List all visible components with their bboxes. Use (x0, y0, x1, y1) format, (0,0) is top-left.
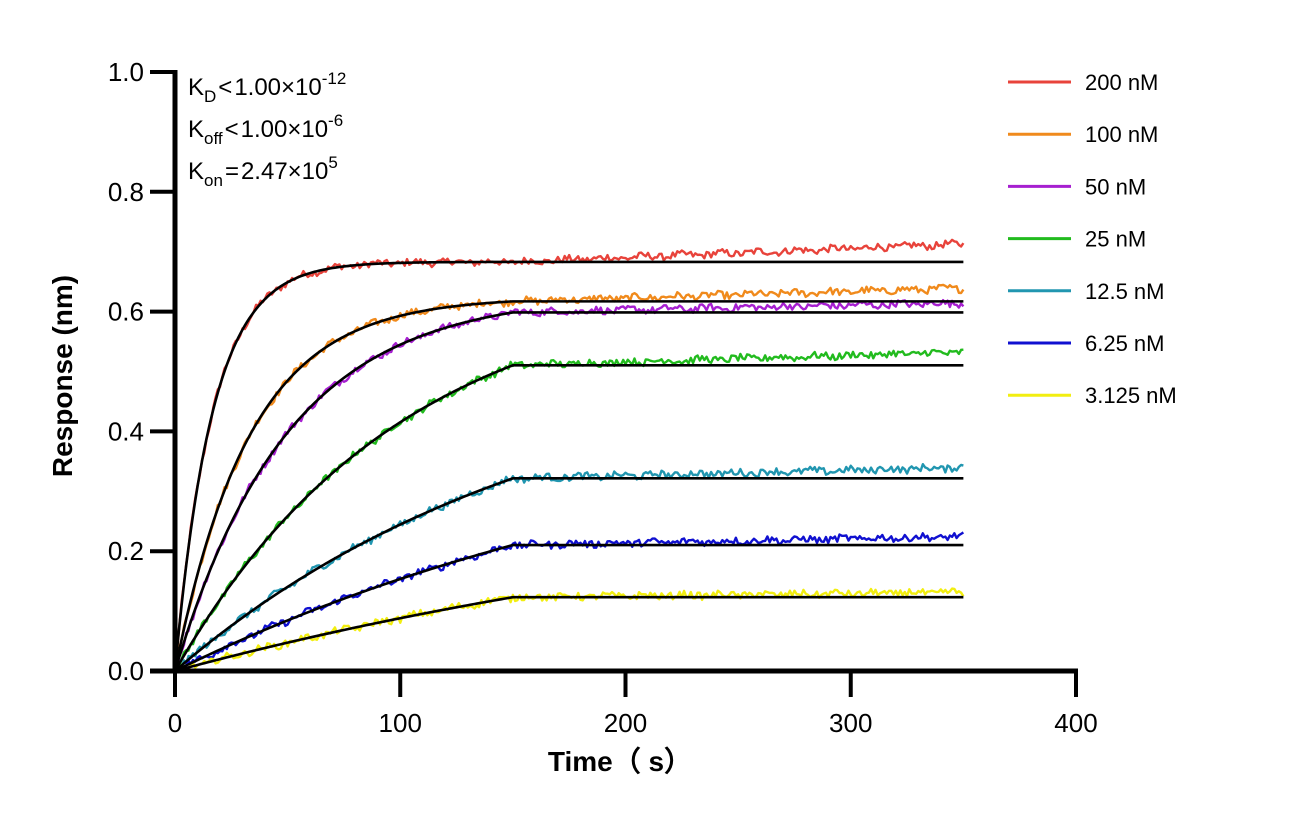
plot-area (173, 238, 965, 673)
fit-curve (174, 477, 964, 672)
legend-label: 200 nM (1085, 70, 1158, 95)
fit-curve (173, 300, 964, 672)
legend-label: 12.5 nM (1085, 279, 1165, 304)
y-tick-label: 0.2 (108, 536, 144, 566)
series-line (174, 587, 965, 672)
fit-curve (173, 311, 964, 672)
x-tick-label: 200 (604, 708, 647, 738)
series-line (174, 463, 964, 673)
x-tick-label: 300 (829, 708, 872, 738)
fit-curve (173, 260, 964, 672)
legend-label: 6.25 nM (1085, 331, 1165, 356)
legend-label: 50 nM (1085, 174, 1146, 199)
series-line (174, 531, 965, 673)
fit-curve (174, 595, 964, 673)
y-tick-label: 0.6 (108, 297, 144, 327)
legend-label: 25 nM (1085, 227, 1146, 252)
x-tick-label: 400 (1054, 708, 1097, 738)
x-axis-title: Time（ s） (548, 745, 692, 777)
legend-label: 100 nM (1085, 122, 1158, 147)
x-tick-label: 100 (379, 708, 422, 738)
x-ticks: 0 100 200 300 400 (168, 671, 1098, 738)
kinetic-constant: Koff<1.00×10-6 (188, 111, 343, 148)
kinetic-constant: KD<1.00×10-12 (188, 69, 346, 106)
legend: 200 nM 100 nM 50 nM 25 nM 12.5 nM 6.25 nM 3.12… (1008, 70, 1177, 408)
kinetic-constant: Kon=2.47×105 (188, 153, 338, 190)
y-axis-title: Response (nm) (47, 275, 78, 477)
series-line (173, 238, 965, 672)
fit-curve (173, 363, 964, 672)
y-tick-label: 0.8 (108, 177, 144, 207)
x-tick-label: 0 (168, 708, 182, 738)
y-tick-label: 0.0 (108, 656, 144, 686)
y-tick-label: 0.4 (108, 416, 144, 446)
fit-curve (174, 543, 964, 673)
y-tick-label: 1.0 (108, 57, 144, 87)
legend-label: 3.125 nM (1085, 383, 1177, 408)
axes (150, 70, 1078, 674)
kinetic-constants: KD<1.00×10-12 Koff<1.00×10-6 Kon=2.47×105 (188, 69, 346, 190)
y-ticks: 0.0 0.2 0.4 0.6 0.8 1.0 (108, 57, 175, 686)
